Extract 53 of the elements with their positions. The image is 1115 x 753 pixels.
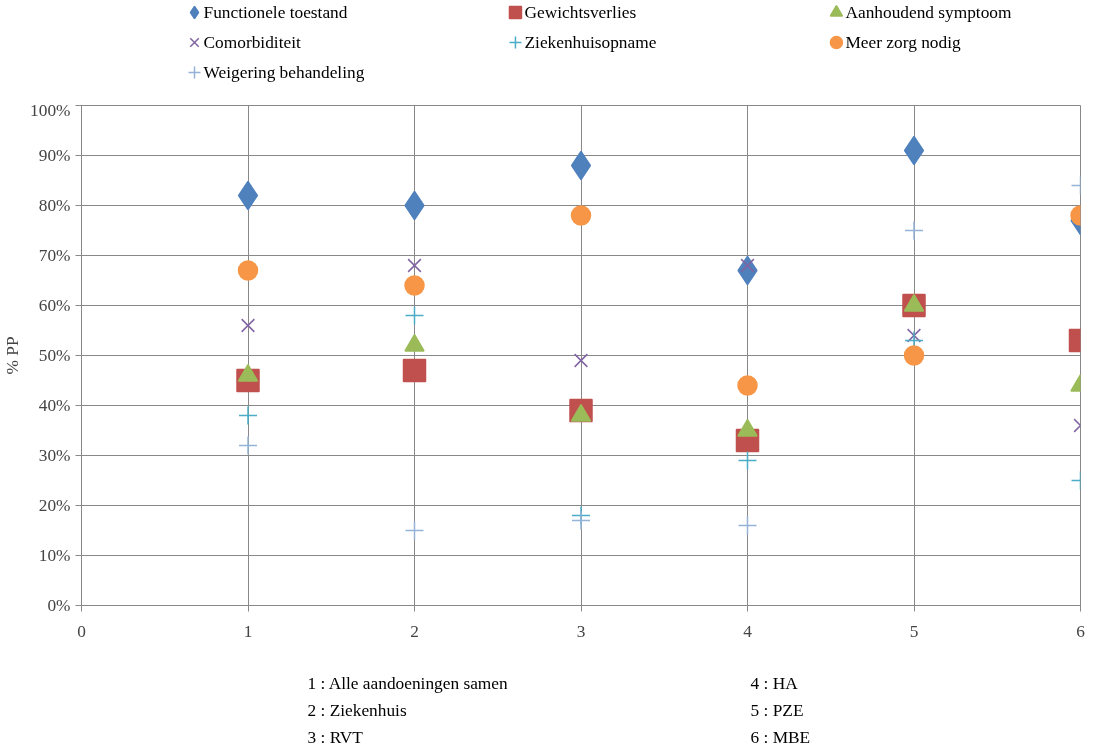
legend-label: Comorbiditeit xyxy=(203,33,301,52)
point xyxy=(407,258,422,273)
text: 4 : HA xyxy=(750,674,799,693)
point xyxy=(570,205,592,226)
point xyxy=(573,353,589,368)
point xyxy=(904,220,924,241)
y-tick-label: 0% xyxy=(47,596,71,615)
y-tick-label: 100% xyxy=(30,100,71,120)
x-tick-label: 2 xyxy=(410,621,419,641)
y-tick-label: 50% xyxy=(38,346,71,365)
x-tick-label: 4 xyxy=(743,621,753,641)
point xyxy=(237,180,259,211)
point xyxy=(737,375,758,396)
y-tick-label: 60% xyxy=(38,296,71,315)
point xyxy=(402,358,427,383)
y-tick-label: 70% xyxy=(38,246,71,265)
point xyxy=(240,318,256,333)
y-tick-label: 90% xyxy=(38,146,71,165)
x-tick-label: 1 xyxy=(243,621,253,641)
point xyxy=(238,435,258,456)
legend-label: Ziekenhuisopname xyxy=(524,33,657,52)
y-tick-label: 40% xyxy=(38,396,71,415)
x-tick-label: 3 xyxy=(576,621,586,641)
y-tick-label: 30% xyxy=(38,446,71,465)
point xyxy=(404,305,425,326)
point xyxy=(906,328,922,343)
y-tick-label: 80% xyxy=(38,196,71,215)
y-tick-label: 10% xyxy=(38,546,71,565)
point xyxy=(903,135,925,166)
point xyxy=(238,405,258,426)
text: 5 : PZE xyxy=(750,701,804,720)
point xyxy=(570,150,592,181)
x-tick-label: 6 xyxy=(1076,621,1086,641)
point xyxy=(571,510,591,531)
point xyxy=(404,520,425,541)
legend-label: Weigering behandeling xyxy=(203,63,365,82)
legend-label: Functionele toestand xyxy=(203,3,348,22)
text: 1 : Alle aandoeningen samen xyxy=(307,674,509,693)
text: 3 : RVT xyxy=(307,728,364,747)
y-axis-title: % PP xyxy=(3,336,23,375)
point xyxy=(237,260,259,281)
legend-label: Meer zorg nodig xyxy=(845,33,961,52)
text: 2 : Ziekenhuis xyxy=(307,701,407,720)
point xyxy=(404,275,425,296)
point xyxy=(903,345,925,366)
text: 6 : MBE xyxy=(750,728,811,747)
x-tick-label: 5 xyxy=(909,621,919,641)
y-tick-label: 20% xyxy=(38,496,71,515)
point xyxy=(737,515,758,536)
point xyxy=(737,450,758,471)
legend-label: Aanhoudend symptoom xyxy=(845,3,1013,22)
legend-label: Gewichtsverlies xyxy=(524,3,637,22)
x-tick-label: 0 xyxy=(77,621,86,641)
